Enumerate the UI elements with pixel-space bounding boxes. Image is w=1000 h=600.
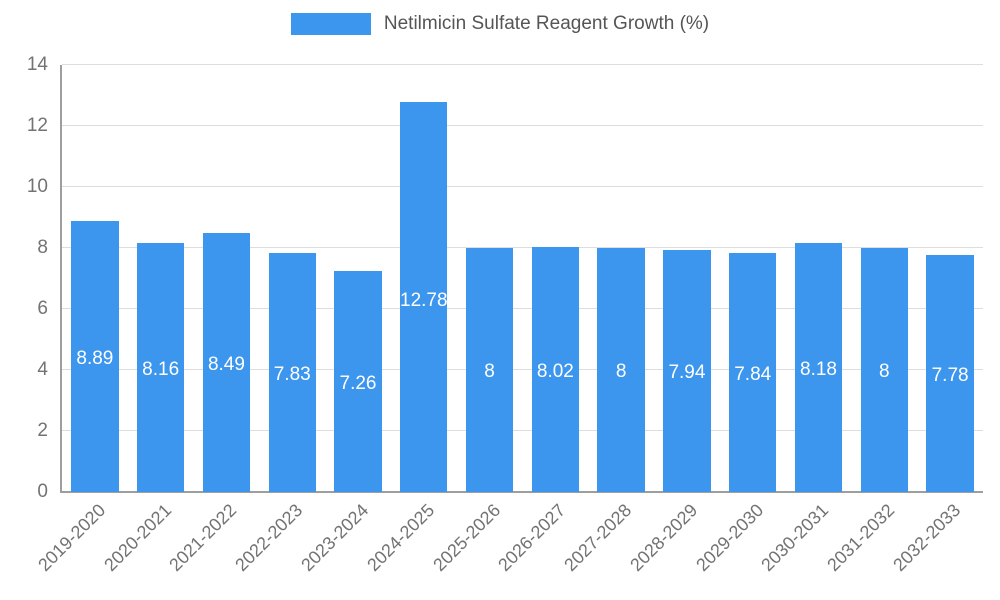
bar: 7.83 <box>268 253 316 492</box>
y-tick-label: 0 <box>37 481 48 502</box>
bar: 8 <box>597 248 645 492</box>
bar-value-label: 7.84 <box>734 363 772 385</box>
x-tick-label: 2019-2020 <box>34 500 110 576</box>
bar-value-label: 8.49 <box>207 354 245 376</box>
bar-value-label: 12.78 <box>400 290 448 311</box>
bar: 8.49 <box>202 233 251 492</box>
bar: 8.18 <box>794 242 843 492</box>
x-tick-label: 2031-2032 <box>823 500 899 576</box>
bar-value-label: 8 <box>615 361 627 383</box>
y-tick-label: 14 <box>26 54 48 75</box>
bar: 7.84 <box>729 252 777 492</box>
x-tick-label: 2026-2027 <box>494 500 570 576</box>
bar: 8 <box>860 248 908 492</box>
bar-value-label: 8.02 <box>536 361 574 383</box>
bar: 12.78 <box>400 102 448 492</box>
x-tick-label: 2021-2022 <box>165 500 241 576</box>
y-axis-line <box>60 65 62 492</box>
x-tick-label: 2024-2025 <box>362 500 438 576</box>
bar: 8.16 <box>136 243 185 492</box>
bar: 8.89 <box>71 220 119 492</box>
x-tick-label: 2020-2021 <box>99 500 175 576</box>
bar-value-label: 8 <box>879 361 890 383</box>
bar-value-label: 8.18 <box>800 358 838 380</box>
bar: 7.94 <box>663 249 711 492</box>
y-tick-label: 4 <box>37 359 48 380</box>
legend-swatch <box>290 13 371 35</box>
x-tick-label: 2022-2023 <box>231 500 307 576</box>
gridline <box>62 308 983 309</box>
bar-value-label: 7.94 <box>668 362 706 384</box>
plot-area: 8.89 8.16 8.49 7.83 7.26 12.78 8 8.02 8 7.94 7.84 8… <box>60 64 983 493</box>
bar: 7.78 <box>926 254 974 492</box>
x-tick-label: 2030-2031 <box>757 500 833 576</box>
gridline <box>62 430 983 431</box>
legend-label: Netilmicin Sulfate Reagent Growth (%) <box>383 13 710 34</box>
gridline <box>62 247 983 248</box>
bar-value-label: 8.89 <box>76 348 114 370</box>
bar-value-label: 8.16 <box>142 359 180 381</box>
y-tick-label: 12 <box>26 115 48 136</box>
bar-value-label: 7.83 <box>273 363 311 385</box>
x-tick-label: 2028-2029 <box>626 500 702 576</box>
x-tick-label: 2027-2028 <box>560 500 636 576</box>
x-tick-label: 2032-2033 <box>889 500 965 576</box>
bar: 8 <box>465 248 514 492</box>
bar-value-label: 7.26 <box>339 372 377 394</box>
x-tick-label: 2023-2024 <box>297 500 373 576</box>
y-tick-label: 6 <box>37 298 48 319</box>
bar-value-label: 7.78 <box>931 364 969 386</box>
gridline <box>62 186 983 187</box>
bar: 7.26 <box>334 270 382 492</box>
x-tick-label: 2025-2026 <box>428 500 504 576</box>
y-tick-label: 2 <box>37 420 48 441</box>
gridline <box>62 125 983 126</box>
gridline <box>62 369 983 370</box>
x-axis-line <box>60 491 983 493</box>
bar-value-label: 8 <box>484 361 495 383</box>
y-tick-label: 8 <box>37 237 48 258</box>
gridline <box>62 64 983 65</box>
x-tick-label: 2029-2030 <box>691 500 767 576</box>
bar: 8.02 <box>531 247 580 492</box>
chart-legend[interactable]: Netilmicin Sulfate Reagent Growth (%) <box>0 13 1000 35</box>
y-tick-label: 10 <box>26 176 48 197</box>
